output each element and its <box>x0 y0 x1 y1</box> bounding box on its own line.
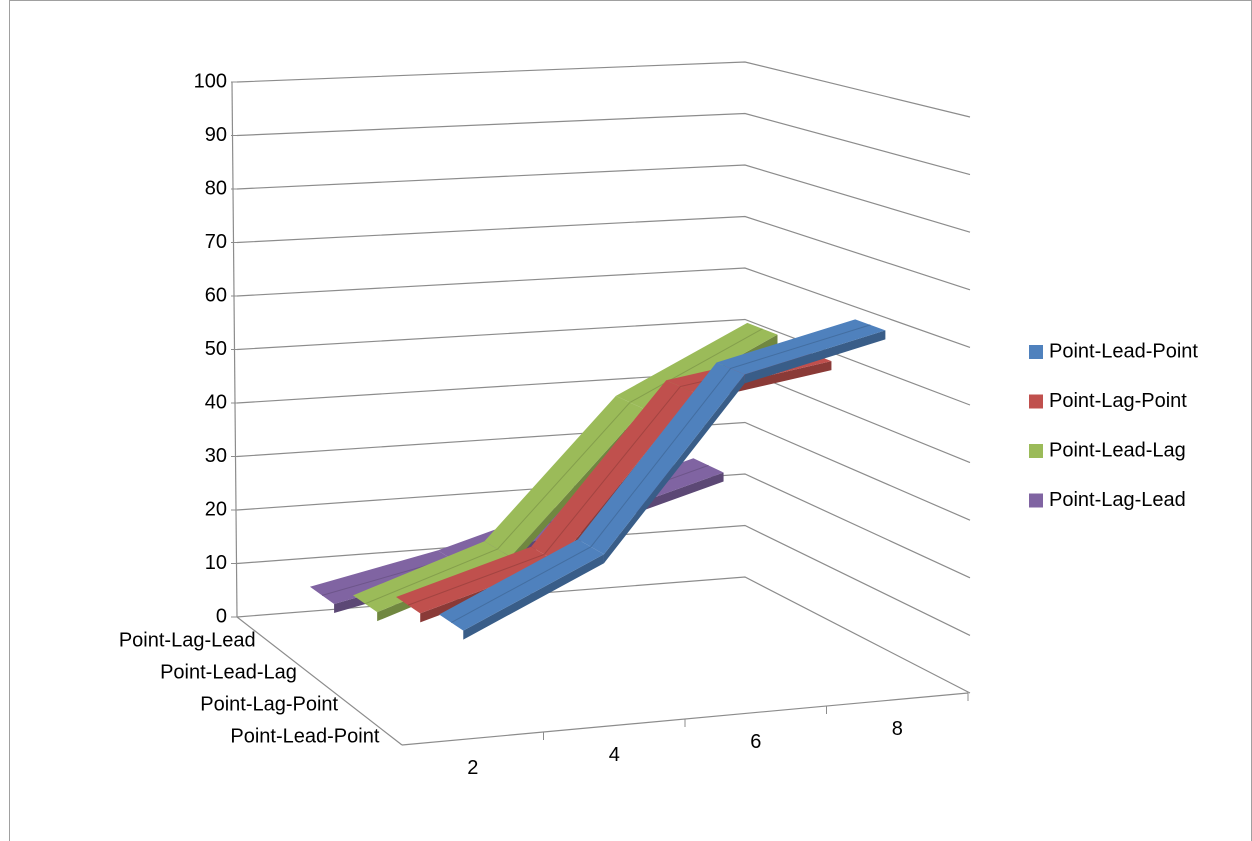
y-tick-label: 10 <box>205 552 227 574</box>
depth-label: Point-Lag-Point <box>200 693 338 715</box>
x-tick-label: 6 <box>750 731 761 753</box>
y-tick-label: 20 <box>205 498 227 520</box>
grid-line <box>236 473 971 579</box>
grid-line <box>236 61 971 118</box>
y-axis <box>231 81 238 618</box>
x-tick-label: 4 <box>609 744 620 766</box>
y-tick-label: 80 <box>205 177 227 199</box>
y-tick-label: 60 <box>205 284 227 306</box>
legend-swatch <box>1029 444 1043 458</box>
grid-line <box>236 421 971 521</box>
y-tick-label: 100 <box>194 70 227 92</box>
legend-swatch <box>1029 345 1043 359</box>
grid-line <box>236 524 971 636</box>
y-tick-label: 90 <box>205 124 227 146</box>
legend-label: Point-Lag-Lead <box>1049 489 1186 511</box>
ribbon-top <box>531 380 695 563</box>
y-tick-label: 30 <box>205 445 227 467</box>
y-tick-label: 70 <box>205 231 227 253</box>
y-tick-label: 50 <box>205 338 227 360</box>
depth-label: Point-Lead-Lag <box>160 661 297 683</box>
x-tick-label: 2 <box>467 757 478 779</box>
y-tick-label: 0 <box>216 605 227 627</box>
legend-label: Point-Lead-Lag <box>1049 439 1186 461</box>
legend-swatch <box>1029 493 1043 508</box>
legend-swatch <box>1029 394 1043 409</box>
grid-line <box>236 112 971 176</box>
grid-line <box>236 318 971 406</box>
series-line <box>450 324 871 624</box>
y-tick-label: 40 <box>205 391 227 413</box>
ribbon-top <box>577 362 745 555</box>
ribbon-face <box>603 374 745 564</box>
ribbon-face <box>510 408 645 566</box>
series-line <box>364 328 763 605</box>
ribbon-top <box>484 395 645 557</box>
depth-label: Point-Lag-Lead <box>119 629 256 651</box>
legend-label: Point-Lag-Point <box>1049 390 1187 412</box>
depth-axis <box>236 616 403 746</box>
grid-line <box>236 267 971 348</box>
grid-line <box>236 215 971 291</box>
depth-label: Point-Lead-Point <box>230 725 379 747</box>
ribbon-face <box>744 330 886 384</box>
legend-label: Point-Lead-Point <box>1049 340 1198 362</box>
x-tick-label: 8 <box>892 718 903 740</box>
ribbon-face <box>463 554 604 640</box>
grid-line <box>236 164 971 233</box>
